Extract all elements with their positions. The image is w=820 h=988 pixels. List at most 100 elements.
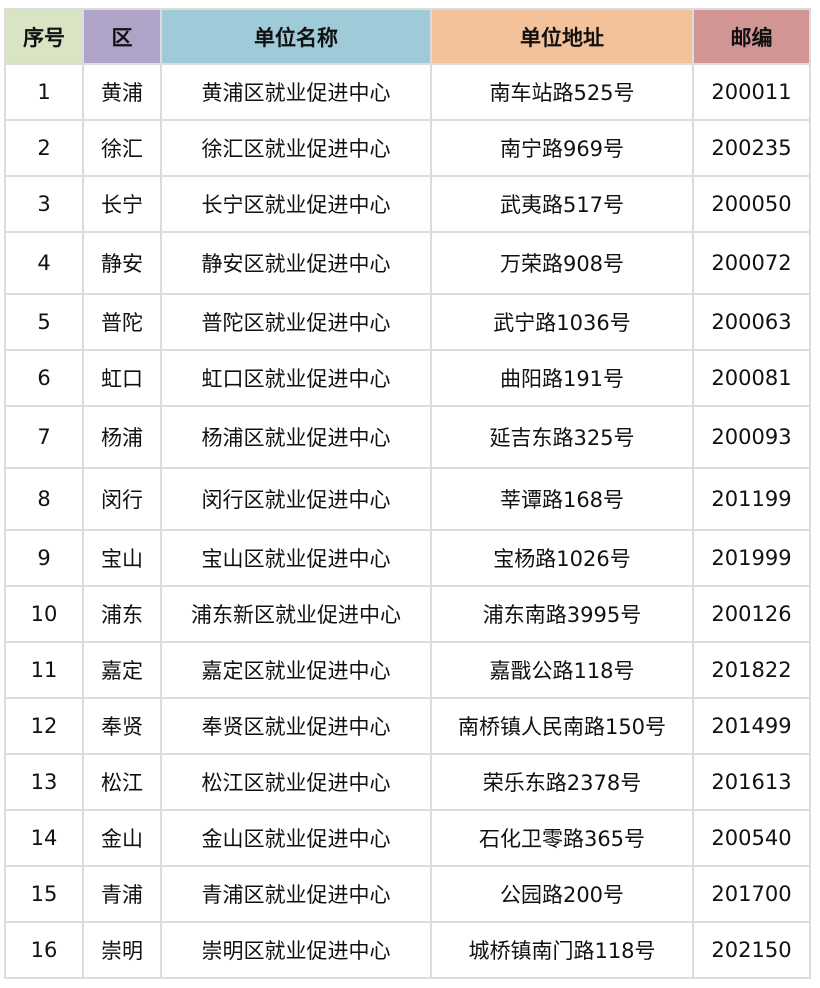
cell-district: 黄浦: [82, 63, 162, 121]
cell-district: 金山: [82, 809, 162, 867]
cell-index: 5: [4, 293, 84, 351]
cell-unit-address: 嘉戬公路118号: [430, 641, 694, 699]
header-unit-address: 单位地址: [430, 8, 694, 65]
employment-centers-table: 序号区单位名称 单位地址 邮编 1 黄浦 黄浦区就业促进中心 南车站路525号 200011…: [4, 8, 811, 979]
cell-unit-address: 浦东南路3995号: [430, 585, 694, 643]
cell-postcode: 200081: [692, 349, 811, 407]
cell-postcode: 200011: [692, 63, 811, 121]
cell-unit-name: 崇明区就业促进中心: [160, 921, 432, 979]
table-row: 10 浦东 浦东新区就业促进中心 浦东南路3995号 200126: [4, 585, 811, 643]
cell-district: 静安: [82, 231, 162, 295]
cell-district: 奉贤: [82, 697, 162, 755]
cell-postcode: 202150: [692, 921, 811, 979]
table-row: 6 虹口 虹口区就业促进中心 曲阳路191号 200081: [4, 349, 811, 407]
table-row: 5 普陀 普陀区就业促进中心 武宁路1036号 200063: [4, 293, 811, 351]
cell-index: 2: [4, 119, 84, 177]
cell-unit-name: 松江区就业促进中心: [160, 753, 432, 811]
cell-postcode: 200072: [692, 231, 811, 295]
header-row: 序号区单位名称 单位地址 邮编: [4, 8, 811, 65]
cell-index: 16: [4, 921, 84, 979]
cell-unit-name: 静安区就业促进中心: [160, 231, 432, 295]
table-row: 9 宝山 宝山区就业促进中心 宝杨路1026号 201999: [4, 529, 811, 587]
header-unit-name: 单位名称: [160, 8, 432, 65]
cell-district: 崇明: [82, 921, 162, 979]
table-row: 3 长宁 长宁区就业促进中心 武夷路517号 200050: [4, 175, 811, 233]
cell-index: 7: [4, 405, 84, 469]
table-row: 7 杨浦 杨浦区就业促进中心 延吉东路325号 200093: [4, 405, 811, 469]
cell-unit-address: 延吉东路325号: [430, 405, 694, 469]
table-row: 16 崇明 崇明区就业促进中心 城桥镇南门路118号 202150: [4, 921, 811, 979]
cell-index: 8: [4, 467, 84, 531]
cell-district: 普陀: [82, 293, 162, 351]
cell-unit-address: 城桥镇南门路118号: [430, 921, 694, 979]
cell-postcode: 201499: [692, 697, 811, 755]
table-row: 2 徐汇 徐汇区就业促进中心 南宁路969号 200235: [4, 119, 811, 177]
cell-index: 11: [4, 641, 84, 699]
cell-unit-name: 杨浦区就业促进中心: [160, 405, 432, 469]
cell-unit-address: 南车站路525号: [430, 63, 694, 121]
cell-unit-name: 金山区就业促进中心: [160, 809, 432, 867]
cell-unit-name: 徐汇区就业促进中心: [160, 119, 432, 177]
cell-unit-name: 虹口区就业促进中心: [160, 349, 432, 407]
table-body: 1 黄浦 黄浦区就业促进中心 南车站路525号 200011 2 徐汇 徐汇区就业促进中心 南宁…: [4, 63, 811, 979]
cell-postcode: 200235: [692, 119, 811, 177]
cell-unit-address: 武夷路517号: [430, 175, 694, 233]
cell-index: 4: [4, 231, 84, 295]
table-row: 14 金山 金山区就业促进中心 石化卫零路365号 200540: [4, 809, 811, 867]
cell-unit-name: 宝山区就业促进中心: [160, 529, 432, 587]
cell-index: 10: [4, 585, 84, 643]
table-row: 8 闵行 闵行区就业促进中心 莘谭路168号 201199: [4, 467, 811, 531]
cell-unit-name: 长宁区就业促进中心: [160, 175, 432, 233]
cell-unit-address: 石化卫零路365号: [430, 809, 694, 867]
cell-index: 12: [4, 697, 84, 755]
cell-index: 13: [4, 753, 84, 811]
cell-index: 1: [4, 63, 84, 121]
cell-index: 3: [4, 175, 84, 233]
cell-district: 松江: [82, 753, 162, 811]
cell-district: 徐汇: [82, 119, 162, 177]
cell-unit-address: 武宁路1036号: [430, 293, 694, 351]
cell-district: 宝山: [82, 529, 162, 587]
cell-postcode: 200540: [692, 809, 811, 867]
cell-unit-name: 浦东新区就业促进中心: [160, 585, 432, 643]
cell-postcode: 201822: [692, 641, 811, 699]
table-row: 15 青浦 青浦区就业促进中心 公园路200号 201700: [4, 865, 811, 923]
cell-unit-address: 莘谭路168号: [430, 467, 694, 531]
cell-index: 6: [4, 349, 84, 407]
cell-index: 9: [4, 529, 84, 587]
cell-postcode: 201613: [692, 753, 811, 811]
cell-unit-address: 万荣路908号: [430, 231, 694, 295]
cell-district: 虹口: [82, 349, 162, 407]
cell-postcode: 200063: [692, 293, 811, 351]
cell-district: 杨浦: [82, 405, 162, 469]
cell-district: 青浦: [82, 865, 162, 923]
table-row: 4 静安 静安区就业促进中心 万荣路908号 200072: [4, 231, 811, 295]
cell-index: 14: [4, 809, 84, 867]
cell-unit-name: 嘉定区就业促进中心: [160, 641, 432, 699]
cell-district: 浦东: [82, 585, 162, 643]
table-row: 12 奉贤 奉贤区就业促进中心 南桥镇人民南路150号 201499: [4, 697, 811, 755]
cell-unit-address: 公园路200号: [430, 865, 694, 923]
cell-postcode: 201700: [692, 865, 811, 923]
cell-unit-address: 南宁路969号: [430, 119, 694, 177]
header-postcode: 邮编: [692, 8, 811, 65]
cell-district: 长宁: [82, 175, 162, 233]
cell-postcode: 201199: [692, 467, 811, 531]
cell-postcode: 201999: [692, 529, 811, 587]
cell-unit-name: 普陀区就业促进中心: [160, 293, 432, 351]
header-index: 序号: [4, 8, 84, 65]
cell-district: 闵行: [82, 467, 162, 531]
cell-unit-address: 南桥镇人民南路150号: [430, 697, 694, 755]
cell-postcode: 200093: [692, 405, 811, 469]
cell-unit-address: 荣乐东路2378号: [430, 753, 694, 811]
cell-unit-name: 奉贤区就业促进中心: [160, 697, 432, 755]
table-row: 1 黄浦 黄浦区就业促进中心 南车站路525号 200011: [4, 63, 811, 121]
cell-unit-name: 黄浦区就业促进中心: [160, 63, 432, 121]
cell-postcode: 200050: [692, 175, 811, 233]
cell-unit-name: 青浦区就业促进中心: [160, 865, 432, 923]
table-row: 13 松江 松江区就业促进中心 荣乐东路2378号 201613: [4, 753, 811, 811]
cell-postcode: 200126: [692, 585, 811, 643]
cell-unit-address: 宝杨路1026号: [430, 529, 694, 587]
cell-district: 嘉定: [82, 641, 162, 699]
cell-unit-address: 曲阳路191号: [430, 349, 694, 407]
